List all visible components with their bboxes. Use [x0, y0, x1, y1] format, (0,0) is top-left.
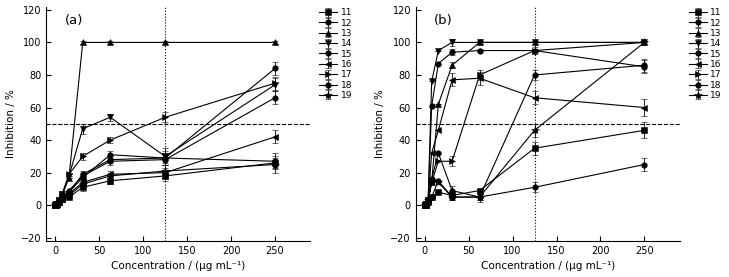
- Y-axis label: Inhibition / %: Inhibition / %: [6, 89, 15, 158]
- Text: (a): (a): [65, 14, 83, 27]
- X-axis label: Concentration / (μg mL⁻¹): Concentration / (μg mL⁻¹): [112, 261, 246, 271]
- Y-axis label: Inhibition / %: Inhibition / %: [375, 89, 385, 158]
- Text: (b): (b): [434, 14, 453, 27]
- Legend: 11, 12, 13, 14, 15, 16, 17, 18, 19: 11, 12, 13, 14, 15, 16, 17, 18, 19: [317, 6, 354, 102]
- X-axis label: Concentration / (μg mL⁻¹): Concentration / (μg mL⁻¹): [480, 261, 615, 271]
- Legend: 11, 12, 13, 14, 15, 16, 17, 18, 19: 11, 12, 13, 14, 15, 16, 17, 18, 19: [687, 6, 723, 102]
